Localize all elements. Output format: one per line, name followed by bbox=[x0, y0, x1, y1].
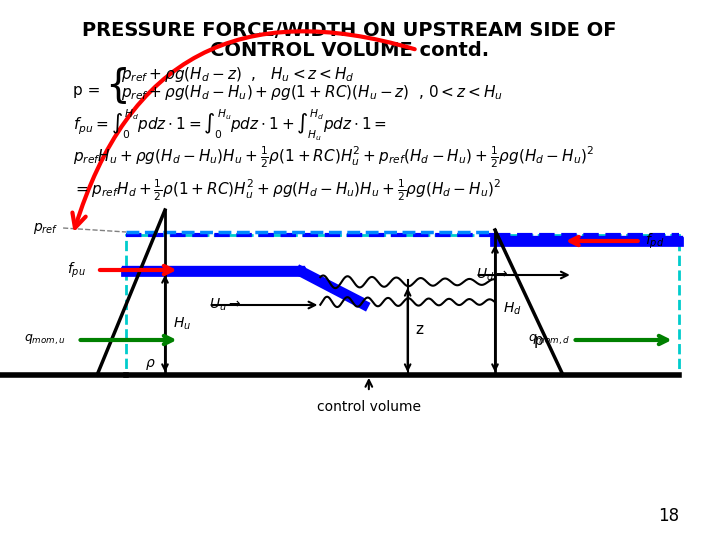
Text: $q_{mom,u}$: $q_{mom,u}$ bbox=[24, 333, 66, 347]
Text: CONTROL VOLUME contd.: CONTROL VOLUME contd. bbox=[210, 40, 489, 59]
Text: PRESSURE FORCE/WIDTH ON UPSTREAM SIDE OF: PRESSURE FORCE/WIDTH ON UPSTREAM SIDE OF bbox=[82, 21, 616, 39]
Text: $\rho$: $\rho$ bbox=[145, 357, 156, 373]
Text: $U_u \rightarrow$: $U_u \rightarrow$ bbox=[209, 297, 241, 313]
Bar bbox=[126, 235, 680, 375]
Text: {: { bbox=[105, 66, 130, 104]
Text: $f_{pu} = \int_0^{H_d} pdz \cdot 1 = \int_0^{H_u} pdz \cdot 1 + \int_{H_u}^{H_d}: $f_{pu} = \int_0^{H_d} pdz \cdot 1 = \in… bbox=[73, 107, 387, 143]
Text: $f_{pu}$: $f_{pu}$ bbox=[67, 260, 86, 280]
Text: $H_u$: $H_u$ bbox=[173, 316, 191, 332]
Text: $p_{ref} + \rho g(H_d - z)$  ,   $H_u < z < H_d$: $p_{ref} + \rho g(H_d - z)$ , $H_u < z <… bbox=[122, 65, 355, 84]
Text: $f_{pd}$: $f_{pd}$ bbox=[645, 231, 665, 251]
Text: p: p bbox=[534, 333, 544, 348]
Text: z: z bbox=[415, 322, 423, 338]
Text: $H_d$: $H_d$ bbox=[503, 301, 521, 317]
Text: $q_{mom,d}$: $q_{mom,d}$ bbox=[528, 333, 571, 347]
Text: control volume: control volume bbox=[317, 400, 420, 414]
Text: $p_{ref}H_u + \rho g(H_d - H_u)H_u + \frac{1}{2}\rho(1+RC)H_u^2 + p_{ref}(H_d - : $p_{ref}H_u + \rho g(H_d - H_u)H_u + \fr… bbox=[73, 144, 594, 170]
Text: p =: p = bbox=[73, 83, 100, 98]
Text: $U_d \rightarrow$: $U_d \rightarrow$ bbox=[476, 267, 508, 283]
Text: $p_{ref} + \rho g(H_d - H_u) + \rho g(1+RC)(H_u - z)$  , $0 < z < H_u$: $p_{ref} + \rho g(H_d - H_u) + \rho g(1+… bbox=[122, 84, 503, 103]
Text: 18: 18 bbox=[658, 507, 680, 525]
Text: $p_{ref}$: $p_{ref}$ bbox=[32, 220, 58, 235]
Text: $= p_{ref}H_d + \frac{1}{2}\rho(1+RC)H_u^2 + \rho g(H_d - H_u)H_u + \frac{1}{2}\: $= p_{ref}H_d + \frac{1}{2}\rho(1+RC)H_u… bbox=[73, 177, 501, 203]
